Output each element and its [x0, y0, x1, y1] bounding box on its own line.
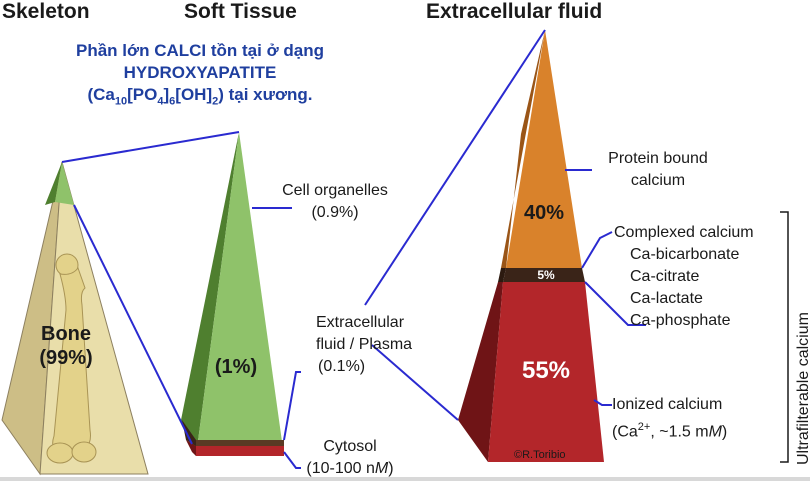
ecf-plasma-line-1: Extracellular	[316, 314, 405, 331]
ecf-plasma-line-2: fluid / Plasma	[316, 336, 413, 353]
formula-part: ) tại xương.	[218, 85, 313, 104]
bone-percent: (99%)	[39, 347, 93, 369]
ionized-unit: M	[708, 423, 722, 441]
soft-tissue-left-face	[181, 132, 239, 456]
ecf-complexed-percent: 5%	[537, 268, 555, 282]
femur-bone-icon	[46, 253, 97, 464]
connector-plasma-to-ecf-left	[371, 344, 459, 421]
ecf-plasma-percent: (0.1%)	[318, 358, 366, 375]
formula-sub: 6	[169, 95, 176, 108]
ecf-protein-front	[506, 30, 582, 268]
cytosol-unit: M	[374, 460, 389, 477]
complexed-calcium-title: Complexed calcium	[614, 224, 754, 241]
header-skeleton: Skeleton	[2, 0, 90, 23]
ionized-calcium-label: Ionized calcium (Ca2+, ~1.5 mM)	[612, 394, 727, 443]
skeleton-top-green-left	[45, 162, 62, 205]
ecf-plasma-label: Extracellular fluid / Plasma (0.1%)	[316, 312, 412, 378]
connector-plasma-to-ecf-top	[364, 29, 546, 306]
formula-sub: 4	[157, 95, 164, 108]
skeleton-top-green-front	[55, 162, 74, 205]
ecf-complexed-left	[498, 268, 506, 282]
complexed-item: Ca-lactate	[630, 290, 703, 307]
bone-label: Bone (99%)	[26, 322, 106, 370]
ionized-calcium-value: (Ca2+, ~1.5 mM)	[612, 416, 727, 443]
complexed-item: Ca-bicarbonate	[630, 246, 740, 263]
image-credit: ©R.Toribio	[514, 449, 566, 461]
connector-complexed-top	[581, 231, 613, 269]
header-soft-tissue: Soft Tissue	[184, 0, 297, 23]
ultrafilterable-calcium-label: Ultrafilterable calcium	[795, 312, 810, 465]
cytosol-range-text: (10-100 n	[306, 460, 375, 477]
soft-tissue-pyramid	[181, 132, 284, 456]
ionized-value-text: (Ca	[612, 423, 638, 441]
connector-complexed-bottom	[584, 281, 646, 326]
formula-part: [PO	[127, 85, 158, 104]
formula-part: [OH]	[175, 85, 213, 104]
ionized-value-close: )	[721, 423, 728, 441]
ionized-calcium-title: Ionized calcium	[612, 396, 723, 413]
ionized-value-text: , ~1.5 m	[650, 423, 709, 441]
soft-tissue-percent: (1%)	[214, 356, 258, 378]
cytosol-layer	[196, 446, 284, 456]
connector-lines	[61, 29, 646, 469]
header-extracellular-fluid: Extracellular fluid	[426, 0, 603, 23]
protein-bound-line-1: Protein bound	[608, 150, 708, 167]
cytosol-name: Cytosol	[323, 438, 377, 455]
cytosol-layer-side	[186, 440, 196, 456]
plasma-layer	[196, 440, 284, 446]
bottom-edge	[0, 477, 810, 481]
protein-bound-line-2: calcium	[630, 172, 686, 189]
connector-ecf-plasma	[283, 371, 301, 441]
protein-bound-label: Protein bound calcium	[588, 148, 728, 192]
complexed-item: Ca-citrate	[630, 268, 700, 285]
formula-part: ]	[163, 85, 170, 104]
skeleton-pyramid	[1, 161, 149, 476]
cytosol-range: (10-100 nM)	[290, 458, 410, 480]
ecf-complexed-front	[503, 268, 585, 282]
ecf-ionized-front	[488, 282, 604, 462]
ultrafilterable-bracket	[780, 211, 789, 463]
ecf-ionized-percent: 55%	[521, 357, 571, 384]
note-line-1: Phần lớn CALCI tồn tại ở dạng	[76, 41, 324, 60]
formula-part: (Ca	[87, 85, 115, 104]
ionized-charge: 2+	[637, 421, 651, 433]
bone-name: Bone	[41, 323, 91, 345]
cell-organelles-name: Cell organelles	[282, 182, 388, 199]
cytosol-range-close: )	[388, 460, 394, 477]
formula-sub: 2	[212, 95, 219, 108]
hydroxyapatite-note: Phần lớn CALCI tồn tại ở dạng HYDROXYAPA…	[40, 40, 360, 112]
complexed-calcium-label: Complexed calcium Ca-bicarbonate Ca-citr…	[614, 222, 754, 332]
cytosol-label: Cytosol (10-100 nM)	[290, 436, 410, 480]
connector-ionized	[593, 399, 612, 406]
note-line-2: HYDROXYAPATITE	[123, 63, 277, 82]
ecf-protein-percent: 40%	[523, 202, 565, 224]
ecf-pyramid	[458, 30, 604, 462]
cell-organelles-percent: (0.9%)	[311, 204, 359, 221]
note-formula: (Ca10[PO4]6[OH]2) tại xương.	[40, 84, 360, 112]
complexed-item: Ca-phosphate	[630, 312, 731, 329]
connector-skeleton-bottom	[73, 204, 193, 445]
plasma-layer-side	[182, 420, 196, 446]
connector-skeleton-top	[61, 131, 240, 163]
formula-sub: 10	[114, 95, 128, 108]
ecf-protein-left	[501, 30, 545, 268]
soft-tissue-front-face	[196, 132, 284, 456]
cell-organelles-label: Cell organelles (0.9%)	[260, 180, 410, 224]
connector-cytosol	[283, 451, 301, 469]
